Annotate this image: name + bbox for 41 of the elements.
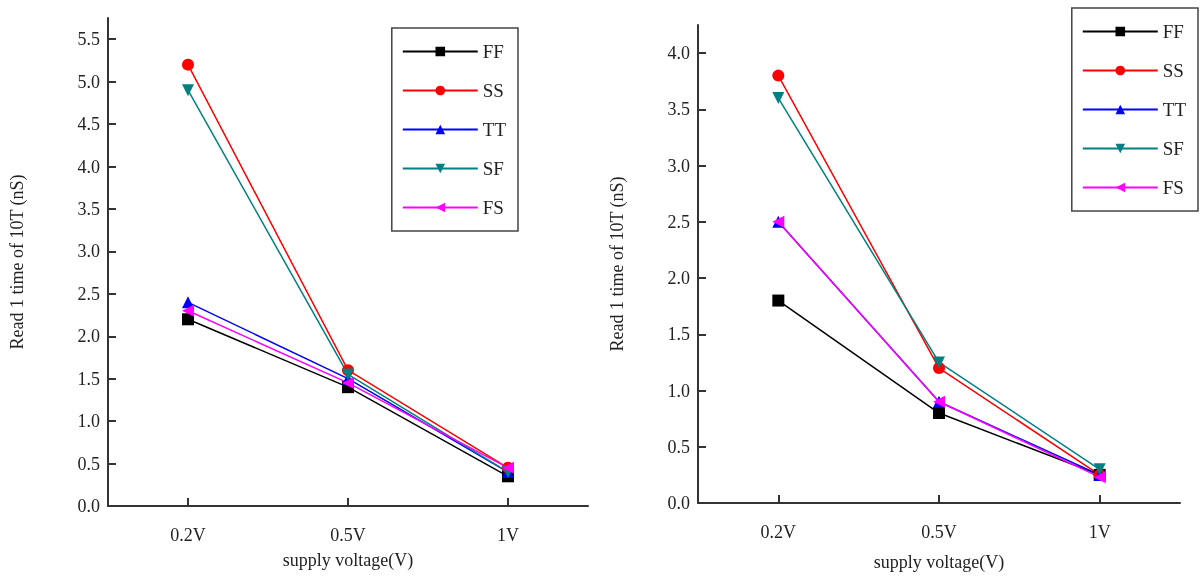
y-tick-label: 3.5	[77, 198, 100, 219]
y-tick-label: 1.5	[667, 324, 690, 345]
x-axis-title: supply voltage(V)	[873, 552, 1005, 573]
y-tick-label: 2.0	[667, 268, 690, 289]
x-tick-label: 0.5V	[921, 522, 957, 542]
legend-label: TT	[1162, 99, 1187, 120]
y-tick-label: 3.0	[77, 241, 100, 262]
x-tick-label: 1V	[1088, 522, 1111, 542]
legend-label: SS	[1162, 60, 1184, 81]
y-tick-label: 3.0	[667, 155, 690, 176]
y-tick-label: 1.0	[77, 411, 100, 432]
y-tick-label: 0.0	[77, 496, 100, 516]
legend-label: FS	[1162, 177, 1184, 198]
y-tick-label: 3.5	[667, 99, 690, 120]
y-axis-title: Read 1 time of 10T (nS)	[7, 174, 28, 350]
legend-label: SS	[482, 80, 504, 101]
x-tick-label: 0.2V	[760, 522, 797, 542]
legend-label: SF	[482, 158, 504, 179]
y-tick-label: 4.0	[77, 156, 100, 177]
y-tick-label: 4.5	[77, 114, 100, 135]
y-tick-label: 2.0	[77, 326, 100, 347]
y-tick-label: 1.5	[77, 368, 100, 389]
y-tick-label: 0.0	[667, 493, 690, 513]
x-tick-label: 1V	[497, 525, 519, 545]
x-tick-label: 0.5V	[330, 525, 366, 545]
y-tick-label: 5.0	[77, 71, 100, 92]
legend-label: FS	[482, 197, 504, 218]
legend-label: SF	[1162, 138, 1184, 159]
legend-label: TT	[482, 119, 507, 140]
x-tick-label: 0.2V	[170, 525, 206, 545]
y-tick-label: 1.0	[667, 380, 690, 401]
y-tick-label: 0.5	[77, 453, 100, 474]
y-tick-label: 0.5	[667, 436, 690, 457]
y-tick-label: 5.5	[77, 29, 100, 50]
x-axis-title: supply voltage(V)	[282, 550, 414, 571]
y-tick-label: 2.5	[667, 211, 690, 232]
legend-label: FF	[1162, 21, 1184, 42]
y-tick-label: 2.5	[77, 283, 100, 304]
y-tick-label: 4.0	[667, 43, 690, 64]
legend-label: FF	[482, 41, 504, 62]
y-axis-title: Read 1 time of 10T (nS)	[607, 176, 628, 352]
